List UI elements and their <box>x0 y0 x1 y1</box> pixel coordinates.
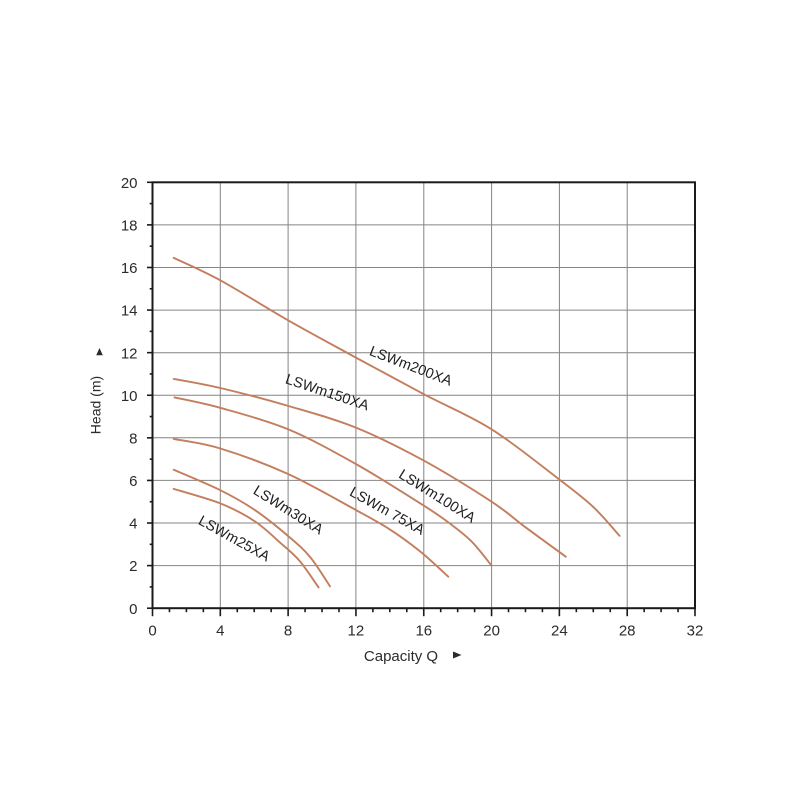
svg-text:18: 18 <box>121 218 138 235</box>
svg-text:Capacity Q: Capacity Q <box>364 648 438 665</box>
svg-text:4: 4 <box>216 623 224 640</box>
svg-text:4: 4 <box>129 516 137 533</box>
svg-text:8: 8 <box>129 430 137 447</box>
svg-text:14: 14 <box>121 303 138 320</box>
svg-text:8: 8 <box>284 623 292 640</box>
svg-text:20: 20 <box>483 623 500 640</box>
svg-text:0: 0 <box>148 623 156 640</box>
svg-text:Head (m): Head (m) <box>88 376 104 434</box>
svg-text:6: 6 <box>129 473 137 490</box>
svg-text:24: 24 <box>551 623 568 640</box>
svg-text:2: 2 <box>129 558 137 575</box>
svg-text:32: 32 <box>687 623 704 640</box>
svg-text:16: 16 <box>415 623 432 640</box>
svg-text:12: 12 <box>348 623 365 640</box>
svg-text:20: 20 <box>121 175 138 192</box>
svg-text:10: 10 <box>121 388 138 405</box>
svg-text:0: 0 <box>129 601 137 618</box>
svg-text:12: 12 <box>121 345 138 362</box>
svg-text:16: 16 <box>121 260 138 277</box>
svg-text:28: 28 <box>619 623 636 640</box>
